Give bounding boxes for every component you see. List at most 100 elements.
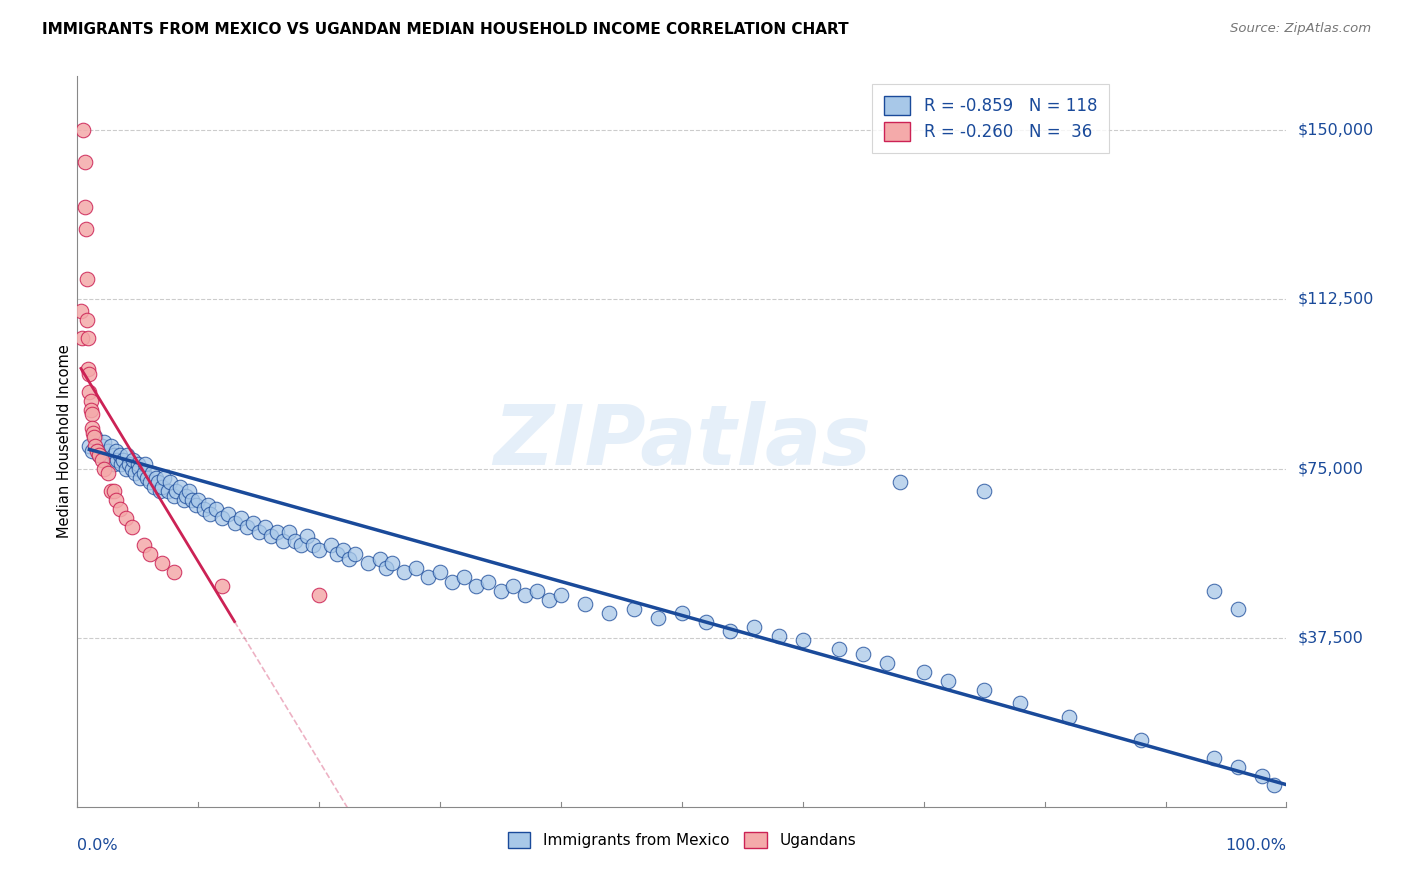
Point [105, 452, 128, 467]
Point [129, 470, 152, 484]
Point [166, 484, 188, 499]
Point [148, 484, 170, 499]
Point [200, 507, 222, 521]
Point [98, 452, 121, 467]
Point [84, 439, 107, 453]
Point [96, 466, 118, 480]
Point [218, 507, 240, 521]
Point [82, 425, 104, 440]
Point [429, 566, 451, 580]
Point [150, 480, 173, 494]
Point [80, 408, 103, 422]
Point [526, 583, 548, 598]
Point [326, 548, 349, 562]
Point [502, 579, 524, 593]
Point [368, 552, 391, 566]
Point [718, 624, 741, 639]
Point [1130, 732, 1153, 747]
Point [550, 588, 572, 602]
Point [80, 421, 103, 435]
Text: $112,500: $112,500 [1298, 292, 1374, 307]
Point [278, 524, 301, 539]
Point [623, 601, 645, 615]
Point [100, 439, 122, 453]
Point [118, 457, 141, 471]
Text: ZIPatlas: ZIPatlas [494, 401, 870, 482]
Point [174, 489, 197, 503]
Point [344, 548, 367, 562]
Text: Source: ZipAtlas.com: Source: ZipAtlas.com [1230, 22, 1371, 36]
Point [76, 272, 98, 286]
Point [477, 574, 499, 589]
Point [70, 331, 93, 345]
Point [136, 470, 159, 484]
Point [936, 673, 959, 688]
Point [889, 475, 911, 490]
Point [139, 475, 162, 490]
Point [169, 480, 191, 494]
Point [253, 520, 276, 534]
Point [332, 542, 354, 557]
Point [284, 533, 307, 548]
Point [1251, 769, 1274, 783]
Point [671, 606, 693, 620]
Point [72, 123, 94, 137]
Point [465, 579, 488, 593]
Point [73, 154, 96, 169]
Point [356, 557, 378, 571]
Point [108, 448, 131, 462]
Point [150, 557, 173, 571]
Point [1202, 750, 1225, 764]
Point [211, 579, 233, 593]
Point [84, 430, 107, 444]
Point [295, 529, 318, 543]
Point [1057, 710, 1080, 724]
Point [513, 588, 536, 602]
Point [181, 493, 204, 508]
Point [205, 502, 228, 516]
Point [100, 484, 122, 499]
Point [93, 434, 115, 449]
Text: $37,500: $37,500 [1298, 631, 1364, 646]
Point [852, 647, 875, 661]
Point [242, 516, 264, 530]
Point [96, 443, 118, 458]
Point [973, 484, 995, 499]
Point [142, 480, 165, 494]
Point [83, 430, 105, 444]
Point [90, 439, 112, 453]
Text: 100.0%: 100.0% [1226, 838, 1286, 853]
Point [128, 461, 150, 475]
Point [193, 502, 215, 516]
Point [828, 642, 851, 657]
Point [392, 566, 415, 580]
Point [1227, 759, 1250, 773]
Legend: Immigrants from Mexico, Ugandans: Immigrants from Mexico, Ugandans [502, 826, 862, 855]
Point [187, 493, 209, 508]
Point [159, 475, 181, 490]
Text: IMMIGRANTS FROM MEXICO VS UGANDAN MEDIAN HOUSEHOLD INCOME CORRELATION CHART: IMMIGRANTS FROM MEXICO VS UGANDAN MEDIAN… [42, 22, 849, 37]
Point [260, 529, 283, 543]
Point [374, 561, 396, 575]
Point [1202, 583, 1225, 598]
Point [127, 457, 149, 471]
Point [321, 538, 343, 552]
Point [114, 511, 136, 525]
Point [108, 502, 131, 516]
Point [153, 470, 176, 484]
Text: $150,000: $150,000 [1298, 122, 1374, 137]
Point [132, 466, 155, 480]
Point [90, 452, 112, 467]
Point [308, 588, 330, 602]
Point [87, 448, 110, 462]
Point [792, 633, 814, 648]
Point [75, 222, 97, 236]
Point [70, 303, 93, 318]
Point [79, 439, 101, 453]
Point [266, 524, 288, 539]
Point [768, 629, 790, 643]
Point [184, 498, 207, 512]
Point [122, 452, 145, 467]
Point [73, 200, 96, 214]
Point [247, 524, 270, 539]
